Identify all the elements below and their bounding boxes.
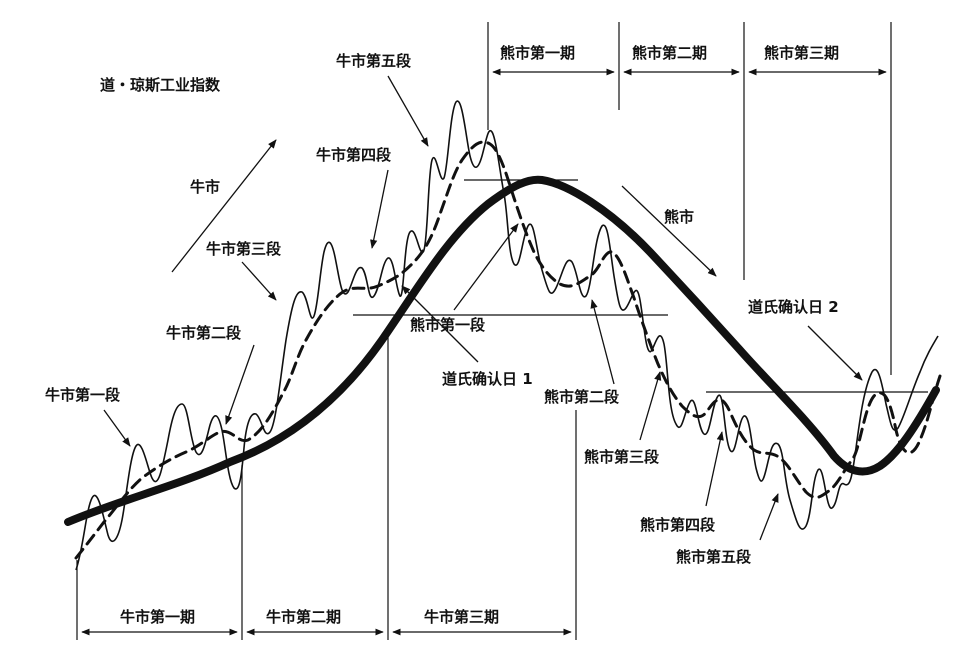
bear-stage-5-label: 熊市第五段 <box>676 548 751 566</box>
bull-stage-5-arrow <box>387 75 429 147</box>
bull-stage-2-label: 牛市第二段 <box>166 324 241 342</box>
bear-period-3-label: 熊市第三期 <box>764 44 839 62</box>
bull-stage-3-arrow <box>241 261 277 301</box>
bear-stage-3-arrow <box>639 371 662 441</box>
bear-stage-4-label: 熊市第四段 <box>640 516 715 534</box>
bear-stage-1-label: 熊市第一段 <box>410 316 485 334</box>
bear-period-2-label: 熊市第二期 <box>632 44 707 62</box>
bull-trend-arrow <box>171 139 277 273</box>
price-line <box>75 100 939 571</box>
bull-stage-1-arrow <box>103 409 131 447</box>
confirm-day-2-arrow <box>807 325 863 381</box>
confirm-day-2-label: 道氏确认日 2 <box>748 298 839 316</box>
bull-stage-5-label: 牛市第五段 <box>336 52 411 70</box>
bear-period-1-label: 熊市第一期 <box>500 44 575 62</box>
labels: 道・琼斯工业指数 牛市 熊市 牛市第一段 牛市第二段 牛市第三段 牛市第四段 牛… <box>45 44 839 626</box>
pointer-arrows <box>103 75 863 541</box>
bull-period-1-label: 牛市第一期 <box>120 608 195 626</box>
secondary-trend-line <box>74 140 942 560</box>
bear-trend-arrow <box>621 185 717 277</box>
primary-trend-line <box>64 175 940 526</box>
bear-stage-2-label: 熊市第二段 <box>544 388 619 406</box>
bear-stage-2-arrow <box>590 299 615 385</box>
bear-stage-1-arrow <box>453 223 519 311</box>
period-arrows <box>81 68 887 636</box>
bear-stage-5-arrow <box>759 493 779 541</box>
bear-stage-3-label: 熊市第三段 <box>584 448 659 466</box>
confirm-day-1-arrow <box>401 285 479 363</box>
confirm-day-1-label: 道氏确认日 1 <box>442 370 533 388</box>
bull-stage-4-label: 牛市第四段 <box>316 146 391 164</box>
bull-stage-1-label: 牛市第一段 <box>45 386 120 404</box>
bull-stage-4-arrow <box>370 169 389 249</box>
bear-stage-4-arrow <box>705 431 724 507</box>
bull-period-3-label: 牛市第三期 <box>424 608 499 626</box>
period-boundaries <box>76 22 892 640</box>
bull-stage-3-label: 牛市第三段 <box>206 240 281 258</box>
bear-trend-label: 熊市 <box>664 208 694 226</box>
bull-period-2-label: 牛市第二期 <box>266 608 341 626</box>
index-title: 道・琼斯工业指数 <box>100 76 221 94</box>
bull-stage-2-arrow <box>225 344 255 425</box>
bull-trend-label: 牛市 <box>190 178 220 196</box>
